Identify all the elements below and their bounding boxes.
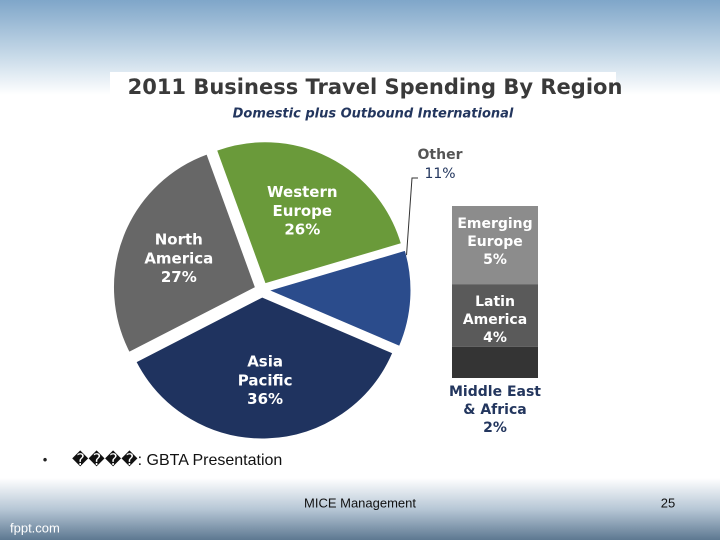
value-label: 27% [161,268,197,286]
pie-slice [112,153,257,354]
bar-segment [452,346,538,378]
category-label: Latin America [463,294,527,328]
category-label: Emerging Europe [457,216,532,250]
value-label: 11% [424,166,455,182]
footer: MICE Management [304,495,416,510]
bullet-text: ����: GBTA Presentation [72,450,282,469]
leader-line [406,177,418,256]
bar-segment [452,284,538,347]
chart-title: 2011 Business Travel Spending By Region [128,75,623,99]
value-label: 4% [483,330,507,346]
category-label: Asia Pacific [238,352,293,389]
value-label: 36% [247,390,283,408]
category-label: Middle East & Africa [449,384,541,418]
value-label: 2% [483,420,507,436]
building-band [0,478,720,540]
bar-segment [452,206,538,285]
pie-slice [215,141,403,285]
pie-slice [267,249,412,348]
category-label: Western Europe [267,183,338,220]
pie-slice [135,296,394,440]
bullet: • [41,454,48,468]
value-label: 5% [483,252,507,268]
brand: fppt.com [10,520,60,535]
chart-subtitle: Domestic plus Outbound International [233,107,514,122]
category-label: Other [418,147,463,163]
category-label: North America [144,230,213,267]
page-number: 25 [661,495,675,510]
value-label: 26% [284,221,320,239]
